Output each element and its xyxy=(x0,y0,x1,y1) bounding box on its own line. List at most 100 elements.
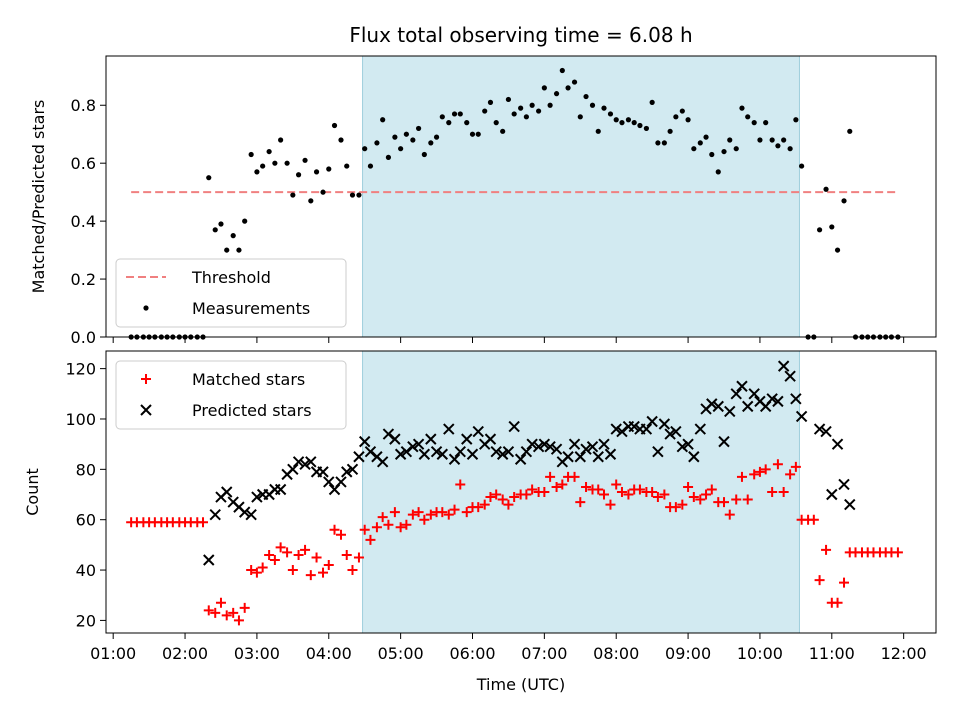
predicted-star-point xyxy=(813,423,826,435)
predicted-star-point xyxy=(389,433,401,445)
measurement-point xyxy=(344,163,350,169)
measurement-point xyxy=(787,146,793,152)
bottom-data-marks xyxy=(126,360,903,626)
y-tick-label: 0.4 xyxy=(71,212,96,231)
predicted-star-point xyxy=(425,433,437,445)
measurement-point xyxy=(601,105,607,111)
matched-star-point xyxy=(437,507,448,518)
measurement-point xyxy=(439,114,445,120)
predicted-star-point xyxy=(454,446,466,458)
predicted-star-point xyxy=(730,388,742,400)
matched-star-point xyxy=(293,549,304,560)
measurement-point xyxy=(661,140,667,146)
predicted-star-point xyxy=(448,453,461,465)
predicted-star-point xyxy=(472,425,484,438)
matched-star-point xyxy=(509,492,520,503)
measurement-point xyxy=(518,105,524,111)
measurement-point xyxy=(475,131,481,137)
measurement-point xyxy=(469,131,476,137)
matched-star-point xyxy=(221,610,232,621)
measurement-point xyxy=(206,175,212,181)
measurement-point xyxy=(511,111,517,117)
predicted-star-point xyxy=(706,398,718,410)
measurement-point xyxy=(685,117,691,123)
matched-star-point xyxy=(688,492,699,503)
measurement-point xyxy=(385,154,392,160)
matched-star-point xyxy=(300,544,311,555)
matched-star-point xyxy=(767,487,778,497)
measurement-point xyxy=(613,117,619,123)
measurement-point xyxy=(781,137,787,143)
predicted-star-point xyxy=(461,433,473,445)
matched-star-point xyxy=(251,567,262,578)
y-tick-label: 0.8 xyxy=(71,96,96,115)
measurement-point xyxy=(577,114,583,120)
measurement-point xyxy=(793,117,799,123)
measurement-point xyxy=(667,128,673,134)
matched-star-point xyxy=(443,509,454,520)
measurement-point xyxy=(421,151,427,158)
predicted-star-point xyxy=(502,446,515,458)
predicted-star-point xyxy=(748,388,760,400)
predicted-star-point xyxy=(718,435,730,448)
matched-star-point xyxy=(545,471,556,482)
measurement-point xyxy=(625,117,632,123)
matched-star-point xyxy=(760,464,771,475)
matched-star-point xyxy=(634,484,645,495)
predicted-star-point xyxy=(784,370,796,382)
predicted-star-point xyxy=(407,440,419,453)
matched-star-point xyxy=(677,499,688,510)
measurement-point xyxy=(457,111,463,117)
matched-star-point xyxy=(329,524,340,535)
matched-star-point xyxy=(365,534,376,545)
matched-star-point xyxy=(701,489,712,500)
measurement-point xyxy=(619,120,625,126)
matched-star-point xyxy=(461,507,472,518)
matched-star-point xyxy=(210,607,221,618)
measurement-point xyxy=(703,134,709,140)
predicted-star-point xyxy=(508,420,520,433)
measurement-point xyxy=(541,85,547,91)
predicted-star-point xyxy=(652,446,664,458)
predicted-star-point xyxy=(335,476,347,488)
measurement-point xyxy=(691,146,697,152)
matched-star-point xyxy=(772,459,783,470)
legend-matched-swatch xyxy=(141,374,151,384)
predicted-star-point xyxy=(466,448,479,460)
measurement-point xyxy=(769,137,775,143)
measurement-point xyxy=(589,102,596,108)
matched-star-point xyxy=(778,487,789,497)
predicted-star-point xyxy=(831,438,844,450)
matched-star-point xyxy=(395,522,406,533)
measurement-point xyxy=(218,221,224,227)
matched-star-point xyxy=(821,544,832,555)
measurement-point xyxy=(536,108,542,114)
legend-box xyxy=(115,258,347,328)
predicted-star-point xyxy=(430,446,443,458)
predicted-star-point xyxy=(736,380,748,392)
bottom-y-axis-label: Count xyxy=(23,468,42,516)
measurement-point xyxy=(607,111,614,117)
measurement-point xyxy=(308,198,314,204)
matched-star-point xyxy=(473,502,484,513)
y-tick-label: 80 xyxy=(76,460,96,479)
matched-star-point xyxy=(754,466,765,477)
bottom-observing-window-shade xyxy=(362,350,800,634)
matched-star-point xyxy=(706,484,717,495)
measurement-point xyxy=(290,192,296,198)
predicted-star-point xyxy=(562,451,574,463)
measurement-point xyxy=(272,160,278,166)
measurement-point xyxy=(697,140,703,146)
matched-star-point xyxy=(569,471,580,482)
predicted-star-point xyxy=(394,448,407,460)
matched-star-point xyxy=(539,487,550,497)
matched-star-point xyxy=(892,547,903,558)
predicted-star-point xyxy=(532,440,545,453)
matched-star-point xyxy=(389,507,400,518)
measurement-point xyxy=(841,198,847,204)
measurement-point xyxy=(320,189,326,195)
measurement-point xyxy=(673,114,679,120)
matched-star-point xyxy=(503,499,514,510)
legend-box xyxy=(115,360,347,430)
predicted-star-point xyxy=(496,448,509,460)
